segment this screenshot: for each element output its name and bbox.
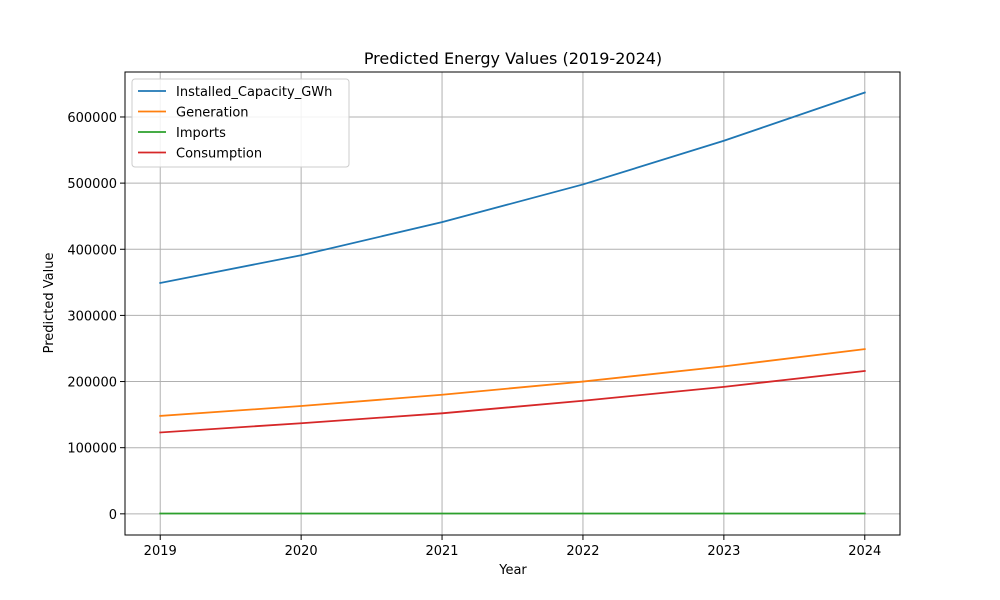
y-tick-label: 300000 [67, 309, 117, 324]
y-axis-title: Predicted Value [42, 253, 57, 354]
y-tick-label: 0 [109, 508, 117, 523]
series-line-generation [159, 348, 866, 417]
legend: Installed_Capacity_GWh Generation Imports C… [131, 78, 350, 168]
chart-title: Predicted Energy Values (2019-2024) [364, 49, 662, 68]
legend-label: Consumption [176, 147, 262, 162]
y-tick-label: 100000 [67, 442, 117, 457]
y-tick-label: 400000 [67, 243, 117, 258]
legend-label: Installed_Capacity_GWh [176, 85, 332, 100]
x-axis-title: Year [498, 563, 527, 578]
plot-area-frame [124, 71, 901, 536]
legend-box [131, 78, 350, 168]
series-line-consumption [159, 369, 866, 434]
y-tick-label: 600000 [67, 111, 117, 126]
legend-label: Imports [176, 126, 226, 141]
y-tick-label: 200000 [67, 376, 117, 391]
y-tick-label: 500000 [67, 177, 117, 192]
x-tick-label: 2020 [285, 544, 318, 559]
x-tick-label: 2022 [566, 544, 599, 559]
x-tick-label: 2023 [707, 544, 740, 559]
series-line-installed-capacity-gwh [159, 91, 866, 285]
x-tick-label: 2021 [425, 544, 458, 559]
x-tick-label: 2024 [848, 544, 881, 559]
x-tick-label: 2019 [144, 544, 177, 559]
legend-label: Generation [176, 106, 249, 121]
series-layer [159, 91, 866, 515]
axis-ticks: 2019 2020 2021 2022 2023 2024 0 100000 200000 300… [67, 111, 881, 559]
